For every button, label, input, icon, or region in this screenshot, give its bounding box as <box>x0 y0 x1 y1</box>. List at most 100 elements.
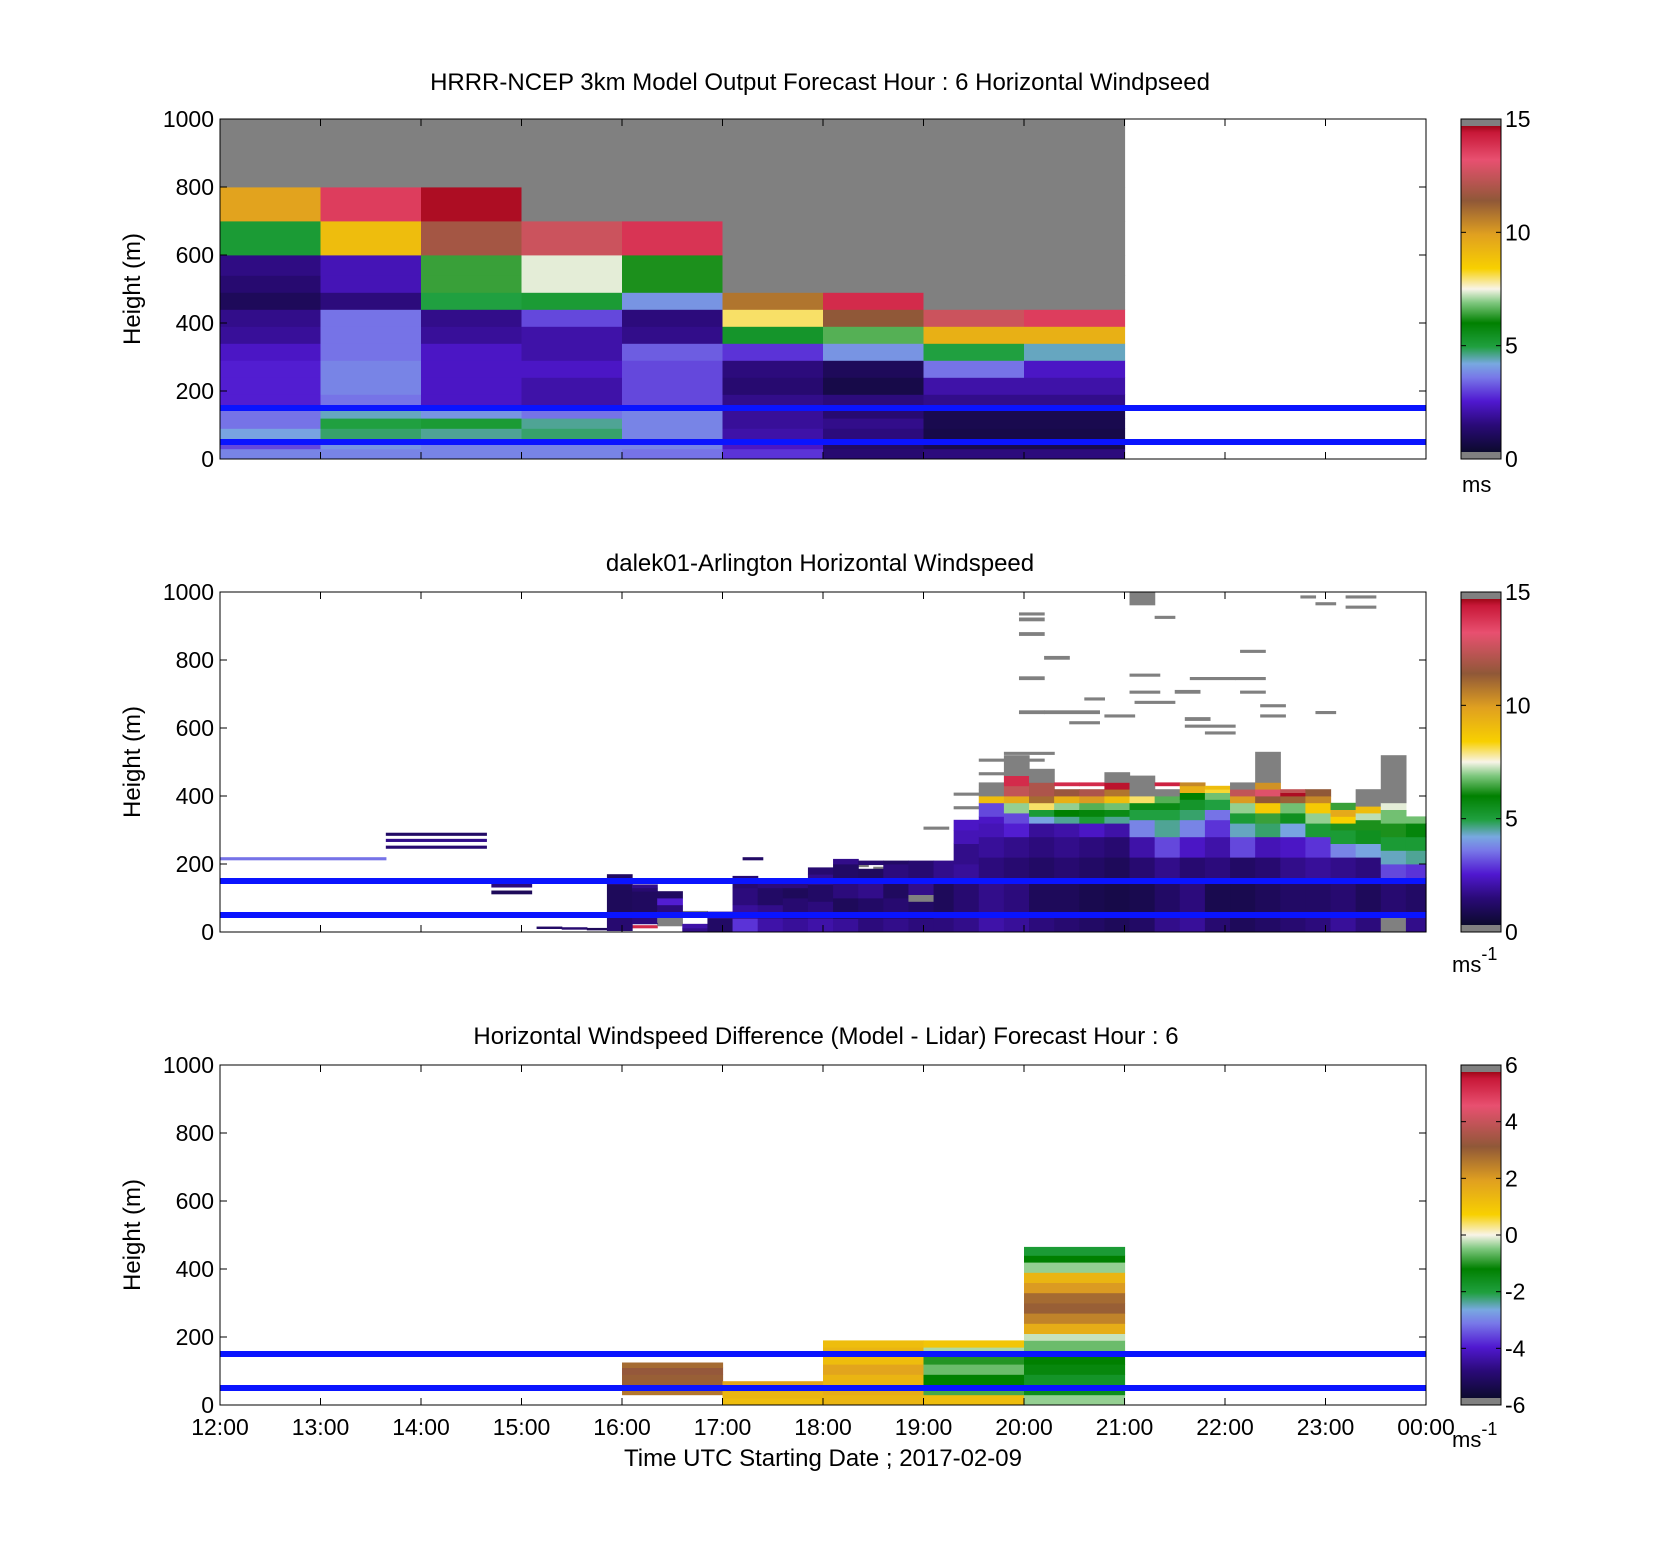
lidar-segment <box>632 925 658 929</box>
model-cell <box>421 309 523 327</box>
lidar-cell <box>606 874 633 882</box>
model-cell <box>421 343 523 361</box>
lidar-cell <box>1029 823 1055 838</box>
lidar-cell <box>632 891 658 912</box>
lidar-cell <box>682 927 709 933</box>
difference-cell <box>823 1354 925 1365</box>
y-tick-label: 800 <box>176 647 214 673</box>
x-tick-label: 00:00 <box>1397 1414 1455 1440</box>
model-cell <box>521 408 623 419</box>
lidar-cell <box>1280 836 1307 858</box>
lidar-cell <box>561 927 588 930</box>
y-tick-label: 800 <box>176 1120 214 1146</box>
lidar-cell <box>1204 792 1231 800</box>
lidar-cell <box>1154 782 1181 787</box>
model-cell <box>823 343 925 361</box>
lidar-segment <box>1154 615 1176 619</box>
model-cell <box>220 394 322 409</box>
panel-difference-cells <box>622 1246 1126 1406</box>
lidar-cell <box>833 881 859 899</box>
model-cell <box>823 187 925 222</box>
model-cell <box>1024 221 1126 256</box>
difference-cell <box>722 1391 824 1399</box>
lidar-cell <box>1280 813 1307 824</box>
difference-cell <box>1024 1323 1126 1334</box>
x-tick-label: 16:00 <box>593 1414 651 1440</box>
difference-cell <box>1024 1374 1126 1385</box>
lidar-cell <box>978 802 1005 817</box>
lidar-cell <box>1230 796 1256 804</box>
panel-model-colorbar-unit: ms <box>1462 472 1491 497</box>
difference-cell <box>1024 1272 1126 1283</box>
lidar-cell <box>757 918 784 933</box>
difference-cell <box>823 1364 925 1375</box>
model-cell <box>823 377 925 395</box>
lidar-segment <box>1240 690 1266 694</box>
lidar-cell <box>1330 857 1357 878</box>
lidar-segment <box>853 864 869 868</box>
panel-lidar-y-ticks: 0 200 400 600 800 1000 <box>163 579 1426 945</box>
y-tick-label: 400 <box>176 1256 214 1282</box>
model-cell <box>521 418 623 429</box>
lidar-cell <box>1355 806 1382 814</box>
model-cell <box>421 119 523 188</box>
lidar-cell <box>1255 823 1281 838</box>
lidar-cell <box>1204 799 1231 810</box>
colorbar-tick-label: 0 <box>1505 919 1518 945</box>
lidar-cell <box>1129 802 1156 810</box>
colorbar-tick-label: 0 <box>1505 1222 1518 1248</box>
panel-lidar-colorbar: 0 5 10 15 ms-1 <box>1452 579 1531 977</box>
difference-cell <box>923 1340 1025 1348</box>
lidar-cell <box>978 823 1005 838</box>
model-cell <box>923 343 1025 361</box>
model-cell <box>521 292 623 310</box>
lidar-cell <box>1355 789 1382 807</box>
model-cell <box>923 187 1025 222</box>
x-tick-label: 14:00 <box>392 1414 450 1440</box>
panel-lidar: dalek01-Arlington Horizontal Windspeed 0… <box>119 550 1531 977</box>
model-cell <box>220 255 322 276</box>
difference-cell <box>622 1374 724 1385</box>
lidar-segment <box>1129 673 1161 677</box>
model-cell <box>622 221 724 256</box>
difference-cell <box>823 1374 925 1385</box>
model-cell <box>421 394 523 409</box>
lidar-segment <box>1129 592 1156 606</box>
panel-lidar-colorbar-ticks: 0 5 10 15 <box>1461 579 1531 945</box>
model-cell <box>421 448 523 460</box>
lidar-segment <box>1044 710 1100 715</box>
x-tick-label: 15:00 <box>493 1414 551 1440</box>
model-cell <box>823 408 925 419</box>
lidar-cell <box>1255 857 1281 878</box>
lidar-cell <box>1230 836 1256 858</box>
lidar-cell <box>1230 857 1256 878</box>
panel-lidar-colorbar-unit: ms-1 <box>1452 944 1497 977</box>
lidar-cell <box>657 891 683 899</box>
lidar-cell <box>833 858 859 865</box>
model-cell <box>823 309 925 327</box>
model-cell <box>1024 275 1126 293</box>
lidar-cell <box>632 887 658 892</box>
y-tick-label: 800 <box>176 174 214 200</box>
model-cell <box>220 448 322 460</box>
model-cell <box>521 377 623 395</box>
panel-difference-colorbar-ticks: -6 -4 -2 0 2 4 6 <box>1461 1052 1526 1418</box>
panel-model-x-ticks <box>219 119 1427 459</box>
model-cell <box>722 343 824 361</box>
lidar-cell <box>1129 836 1156 858</box>
lidar-segment <box>491 883 533 888</box>
y-tick-label: 600 <box>176 715 214 741</box>
lidar-cell <box>782 918 809 933</box>
model-cell <box>1024 377 1126 395</box>
difference-cell <box>1024 1333 1126 1341</box>
lidar-cell <box>682 923 709 929</box>
y-tick-label: 0 <box>201 1392 214 1418</box>
model-cell <box>320 187 422 222</box>
lidar-segment <box>923 826 950 830</box>
model-cell <box>722 309 824 327</box>
model-cell <box>421 187 523 222</box>
colorbar-tick-label: -2 <box>1505 1279 1525 1305</box>
colorbar-tick-label: 2 <box>1505 1165 1518 1191</box>
lidar-cell <box>1305 823 1332 838</box>
lidar-cell <box>1305 789 1332 797</box>
